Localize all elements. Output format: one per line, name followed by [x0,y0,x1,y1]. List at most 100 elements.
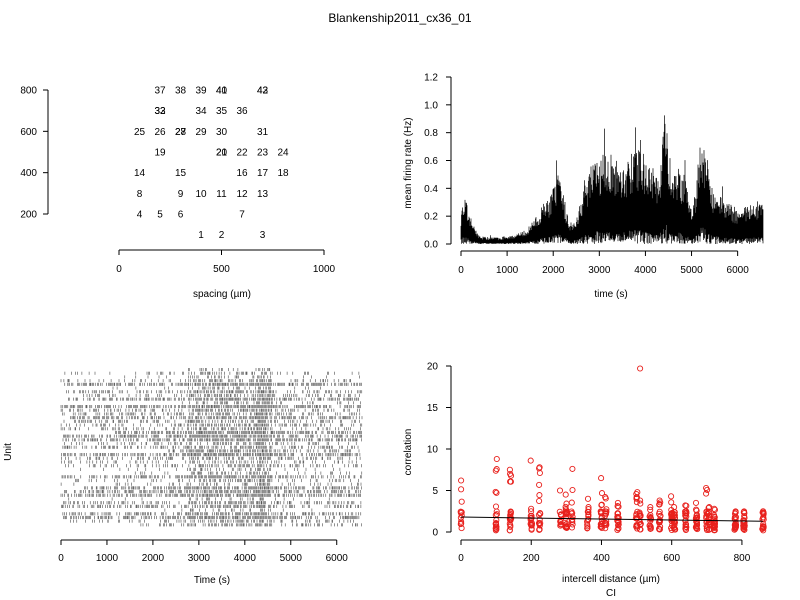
correlation-point [615,522,622,529]
raster-x-tick-label: 6000 [326,553,349,564]
firing-rate-x-tick-label: 0 [458,265,464,276]
correlation-point [633,490,640,498]
electrode-label: 39 [195,86,207,97]
firing-rate-ylabel: mean firing rate (Hz) [403,117,414,208]
raster-x-tick-label: 0 [58,553,64,564]
correlation-x-tick-label: 200 [523,553,540,564]
correlation-point [647,504,654,511]
correlation-point [528,522,535,529]
firing-rate-x-tick-label: 4000 [634,265,657,276]
electrode-label: 24 [277,148,289,159]
correlation-point [493,455,500,463]
correlation-point [693,507,700,514]
correlation-point [528,505,535,512]
correlation-caption: CI [606,588,616,599]
correlation-point [711,519,718,526]
correlation-point [637,500,644,507]
correlation-point [585,509,592,516]
correlation-point [507,523,514,530]
correlation-point [614,510,621,517]
electrode-label: 32 [154,106,166,117]
correlation-point [493,466,500,473]
correlation-point [492,523,500,530]
correlation-point [741,523,748,530]
correlation-x-tick-label: 600 [663,553,680,564]
electrode-label: 42 [257,86,269,97]
correlation-point [656,518,663,525]
correlation-point [602,519,609,526]
correlation-y-tick-label: 0 [432,528,438,539]
electrode-label: 11 [216,189,227,200]
correlation-point [535,520,543,527]
correlation-point [710,513,718,520]
correlation-point [536,469,543,477]
electrode-label: 36 [236,106,248,117]
correlation-point [731,514,738,521]
firing-rate-y-tick-label: 0.8 [424,128,438,139]
correlation-point [760,516,767,523]
correlation-point [506,527,513,534]
raster-spikes [60,368,363,527]
electrode-label: 9 [178,189,184,200]
correlation-point [536,516,543,523]
correlation-point [711,527,718,534]
electrode-label: 8 [137,189,143,200]
electrode-label: 30 [216,127,228,138]
correlation-point [704,486,711,493]
correlation-point [683,502,690,509]
correlation-point [493,511,500,518]
raster-panel: Time (s) Unit 0 1000 2000 3000 4000 5000 6000 [3,368,363,586]
electrode-x-tick-label: 500 [213,264,230,275]
correlation-point [647,525,654,532]
firing-rate-xlabel: time (s) [594,289,627,300]
raster-ylabel: Unit [3,443,14,461]
correlation-point [569,521,576,528]
electrode-label: 10 [195,189,207,200]
correlation-point [536,481,543,488]
correlation-point [556,508,563,515]
correlation-point [614,503,621,510]
correlation-point [656,508,663,515]
correlation-point [458,486,465,493]
electrode-label: 33 [154,106,166,117]
correlation-x-tick-label: 400 [593,553,610,564]
correlation-point [656,526,663,533]
electrode-label: 1 [198,230,204,241]
correlation-point [602,495,609,502]
correlation-point [671,509,678,516]
raster-x-tick-label: 2000 [142,553,165,564]
correlation-fit-line [460,516,764,522]
firing-rate-y-tick-label: 0.4 [424,184,438,195]
correlation-ylabel: correlation [403,429,414,476]
correlation-point [584,495,592,502]
correlation-point [584,524,591,532]
correlation-panel: intercell distance (µm) CI correlation 0… [403,362,767,599]
correlation-point [536,497,543,505]
electrode-label: 14 [134,168,146,179]
electrode-label: 5 [157,210,163,221]
firing-rate-x-tick-label: 6000 [727,265,750,276]
electrode-y-tick-label: 400 [20,168,37,179]
correlation-point [598,514,605,521]
correlation-point [760,510,767,517]
electrode-label: 22 [236,148,248,159]
electrode-y-tick-label: 800 [20,86,37,97]
electrode-label: 20 [216,148,228,159]
firing-rate-panel: time (s) mean firing rate (Hz) 0 1000 2000… [403,73,764,300]
correlation-y-tick-label: 5 [432,486,438,497]
correlation-point [637,497,644,504]
correlation-point [732,523,739,530]
correlation-xlabel: intercell distance (µm) [562,574,660,585]
raster-x-tick-label: 4000 [234,553,257,564]
firing-rate-y-tick-label: 1.0 [424,100,438,111]
electrode-layout-xlabel: spacing (µm) [193,289,251,300]
electrode-y-tick-label: 200 [20,210,37,221]
correlation-point [692,499,700,506]
correlation-point [598,524,605,532]
firing-rate-x-tick-label: 1000 [496,265,519,276]
electrode-label: 26 [154,127,166,138]
electrode-label: 2 [219,230,225,241]
electrode-label: 18 [277,168,289,179]
correlation-point [760,514,767,521]
